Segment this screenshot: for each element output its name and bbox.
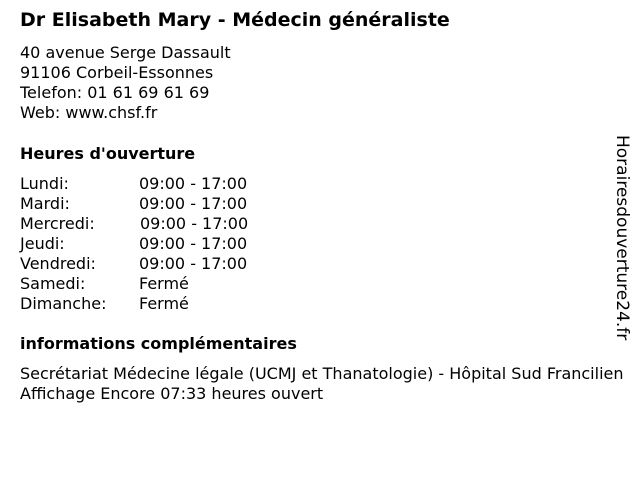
day-hours: 09:00 - 17:00 bbox=[140, 214, 249, 233]
hours-row: Samedi: Fermé bbox=[20, 274, 189, 294]
street-address: 40 avenue Serge Dassault bbox=[20, 43, 231, 62]
hours-row: Mardi: 09:00 - 17:00 bbox=[20, 194, 247, 214]
city-address: 91106 Corbeil-Essonnes bbox=[20, 63, 214, 82]
hours-heading: Heures d'ouverture bbox=[20, 144, 196, 163]
hours-row: Vendredi: 09:00 - 17:00 bbox=[20, 254, 247, 274]
site-watermark: Horairesdouverture24.fr bbox=[612, 135, 632, 341]
hours-table: Lundi: 09:00 - 17:00 Mardi: 09:00 - 17:00 … bbox=[20, 174, 248, 314]
hours-row: Lundi: 09:00 - 17:00 bbox=[20, 174, 247, 194]
day-hours: 09:00 - 17:00 bbox=[139, 254, 248, 273]
day-hours: Fermé bbox=[139, 274, 189, 293]
day-label: Lundi: bbox=[20, 174, 69, 193]
day-hours: 09:00 - 17:00 bbox=[139, 194, 248, 213]
day-hours: Fermé bbox=[139, 294, 189, 313]
day-hours: 09:00 - 17:00 bbox=[139, 174, 248, 193]
hours-row: Mercredi: 09:00 - 17:00 bbox=[20, 214, 248, 234]
day-label: Samedi: bbox=[20, 274, 86, 293]
day-label: Mercredi: bbox=[20, 214, 95, 233]
day-label: Jeudi: bbox=[20, 234, 65, 253]
hours-row: Dimanche: Fermé bbox=[20, 294, 189, 314]
info-text: Secrétariat Médecine légale (UCMJ et Tha… bbox=[20, 364, 624, 403]
day-label: Mardi: bbox=[20, 194, 70, 213]
info-heading: informations complémentaires bbox=[20, 334, 297, 353]
page-title: Dr Elisabeth Mary - Médecin généraliste bbox=[20, 9, 450, 31]
day-label: Vendredi: bbox=[20, 254, 96, 273]
hours-row: Jeudi: 09:00 - 17:00 bbox=[20, 234, 247, 254]
website: Web: www.chsf.fr bbox=[20, 103, 158, 122]
day-hours: 09:00 - 17:00 bbox=[139, 234, 248, 253]
contact-block: 40 avenue Serge Dassault 91106 Corbeil-E… bbox=[20, 43, 231, 123]
phone-number: Telefon: 01 61 69 61 69 bbox=[20, 83, 210, 102]
day-label: Dimanche: bbox=[20, 294, 107, 313]
